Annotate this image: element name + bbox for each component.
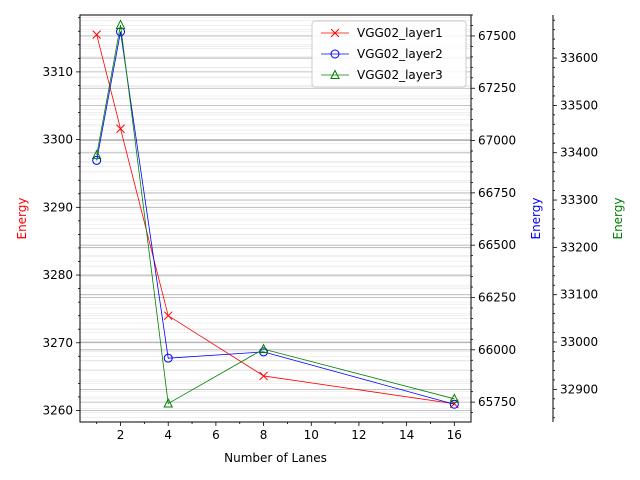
y-tick-label-axis3: 33500 <box>560 98 598 112</box>
data-point-VGG02_layer1-2 <box>116 124 125 134</box>
x-tick-label: 8 <box>260 428 268 442</box>
y-tick-label-axis1: 3260 <box>42 403 73 417</box>
legend-box <box>311 20 467 88</box>
data-point-VGG02_layer1-8 <box>259 371 268 381</box>
legend-entry-VGG02_layer2: VGG02_layer2 <box>321 47 443 61</box>
x-axis-label: Number of Lanes <box>224 451 327 465</box>
legend-entry-VGG02_layer3: VGG02_layer3 <box>321 68 443 82</box>
data-point-VGG02_layer2-4 <box>163 353 173 363</box>
y-tick-label-axis1: 3280 <box>42 268 73 282</box>
y-tick-label-axis3: 33200 <box>560 240 598 254</box>
data-point-VGG02_layer1-1 <box>92 30 102 39</box>
marker-stroke <box>116 124 125 134</box>
series-line-VGG02_layer2 <box>96 31 455 405</box>
data-point-VGG02_layer3-8 <box>258 343 269 354</box>
marker-stroke <box>92 30 102 39</box>
x-tick-label: 12 <box>351 428 366 442</box>
y-axis-label-axis3: Energy <box>611 197 625 239</box>
legend-label: VGG02_layer2 <box>357 47 443 61</box>
legend-entry-VGG02_layer1: VGG02_layer1 <box>321 26 443 40</box>
x-tick-label: 6 <box>212 428 220 442</box>
plot-frame <box>79 14 472 423</box>
x-tick-label: 16 <box>447 428 462 442</box>
data-point-VGG02_layer3-2 <box>115 19 126 29</box>
marker-stroke <box>330 28 340 38</box>
data-point-VGG02_layer2-16 <box>449 399 459 409</box>
y-tick-label-axis2: 65750 <box>478 395 516 409</box>
y-tick-label-axis2: 66750 <box>478 186 516 200</box>
data-point-VGG02_layer3-1 <box>91 149 102 160</box>
data-point-VGG02_layer1-4 <box>163 311 173 321</box>
x-tick-label: 2 <box>117 428 125 442</box>
y-axis-label-axis1: Energy <box>15 197 29 239</box>
y-tick-label-axis1: 3310 <box>42 65 73 79</box>
y-tick-label-axis1: 3300 <box>42 133 73 147</box>
legend: VGG02_layer1 VGG02_layer2 VGG02_layer3 <box>311 20 467 88</box>
x-tick-label: 4 <box>164 428 172 442</box>
legend-marker <box>330 28 340 38</box>
axes-layer: 2 4 6 8 10 12 14 16 Number of Lanes 3260 3270 3280 3… <box>15 14 625 465</box>
data-point-VGG02_layer2-1 <box>92 155 102 165</box>
y-tick-label-axis1: 3290 <box>42 200 73 214</box>
x-tick-label: 10 <box>304 428 319 442</box>
y-tick-label-axis2: 67250 <box>478 81 516 95</box>
data-point-VGG02_layer3-16 <box>449 393 460 403</box>
y-tick-label-axis2: 66000 <box>478 343 516 357</box>
y-tick-label-axis3: 33000 <box>560 335 598 349</box>
y-tick-label-axis2: 66500 <box>478 238 516 252</box>
data-point-VGG02_layer3-4 <box>163 397 174 408</box>
marker-stroke <box>259 371 268 381</box>
y-tick-label-axis2: 67500 <box>478 29 516 43</box>
y-tick-label-axis3: 33400 <box>560 146 598 160</box>
y-tick-label-axis3: 33100 <box>560 288 598 302</box>
legend-marker <box>330 49 340 59</box>
y-tick-label-axis3: 33300 <box>560 193 598 207</box>
y-tick-label-axis2: 67000 <box>478 134 516 148</box>
y-tick-label-axis2: 66250 <box>478 290 516 304</box>
series-line-VGG02_layer3 <box>96 24 455 405</box>
marker-stroke <box>163 311 173 321</box>
grid-lines <box>80 14 471 419</box>
series-layer <box>91 19 460 409</box>
y-tick-label-axis1: 3270 <box>42 336 73 350</box>
y-axis-label-axis2: Energy <box>529 197 543 239</box>
legend-marker <box>330 69 340 79</box>
y-tick-label-axis3: 32900 <box>560 382 598 396</box>
legend-label: VGG02_layer3 <box>357 68 443 82</box>
legend-label: VGG02_layer1 <box>357 26 443 40</box>
y-tick-label-axis3: 33600 <box>560 51 598 65</box>
x-tick-label: 14 <box>399 428 414 442</box>
